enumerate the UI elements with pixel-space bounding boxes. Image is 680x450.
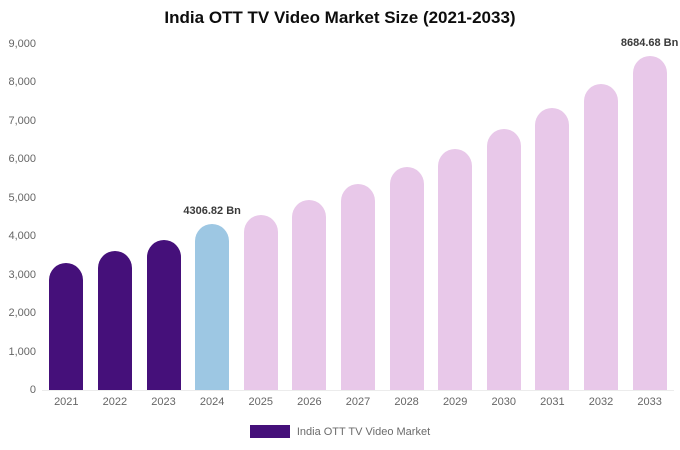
plot-area: 4306.82 Bn 8684.68 Bn	[42, 37, 678, 390]
bar-slot-2028	[382, 44, 431, 390]
value-label-2033: 8684.68 Bn	[620, 37, 679, 50]
x-axis-tick-2029: 2029	[442, 396, 468, 408]
legend: India OTT TV Video Market	[0, 425, 680, 438]
bar-2028	[389, 167, 424, 390]
x-axis-tick-2030: 2030	[491, 396, 517, 408]
bar-slot-2027	[334, 44, 383, 390]
y-axis-tick: 8,000	[8, 76, 36, 89]
bar-2033	[632, 56, 667, 390]
x-axis-line	[42, 390, 674, 391]
x-axis-tick-2031: 2031	[540, 396, 565, 408]
bar-slot-2026	[285, 44, 334, 390]
y-axis-tick: 1,000	[8, 345, 36, 358]
bar-slot-2024: 4306.82 Bn	[183, 44, 241, 390]
y-axis-tick: 5,000	[8, 191, 36, 204]
bar-2027	[340, 184, 375, 390]
bar-slot-2030	[479, 44, 528, 390]
x-axis-tick-2032: 2032	[588, 396, 614, 408]
x-axis-tick-2033: 2033	[637, 396, 662, 408]
bar-2026	[292, 199, 327, 390]
x-axis-tick-2023: 2023	[151, 396, 176, 408]
bar-slot-2033: 8684.68 Bn	[621, 37, 678, 390]
legend-swatch	[249, 425, 290, 438]
value-label-2024: 4306.82 Bn	[183, 205, 241, 218]
bar-slot-2021	[42, 44, 91, 390]
bar-2023	[146, 240, 181, 390]
y-axis-tick: 3,000	[8, 268, 36, 281]
bar-2025	[243, 214, 278, 390]
bar-2022	[97, 250, 132, 390]
y-axis-tick: 0	[29, 384, 36, 396]
bar-slot-2023	[139, 44, 188, 390]
bar-2032	[584, 83, 618, 390]
x-axis-tick-2028: 2028	[394, 396, 419, 408]
bar-2031	[535, 108, 570, 390]
bar-slot-2022	[91, 44, 140, 390]
x-axis-tick-2024: 2024	[199, 396, 225, 408]
x-axis-tick-2021: 2021	[54, 396, 79, 408]
bar-2021	[49, 263, 84, 390]
bar-slot-2032	[577, 44, 626, 390]
bar-group: 4306.82 Bn 8684.68 Bn	[42, 37, 678, 390]
y-axis-tick: 9,000	[8, 38, 36, 50]
x-axis-tick-2027: 2027	[345, 396, 371, 408]
y-axis-tick: 6,000	[8, 153, 36, 166]
legend-label: India OTT TV Video Market	[296, 425, 431, 438]
x-axis-tick-2026: 2026	[297, 396, 322, 408]
bar-slot-2029	[431, 44, 480, 390]
bar-2029	[438, 148, 473, 390]
bar-slot-2031	[528, 44, 577, 390]
y-axis-tick: 2,000	[8, 307, 36, 320]
x-axis-labels: 2021 2022 2023 2024 2025 2026 2027 2028 2029 2030…	[42, 396, 674, 408]
chart-title: India OTT TV Video Market Size (2021-203…	[164, 8, 516, 27]
y-axis-tick: 7,000	[8, 114, 36, 127]
bar-2030	[486, 129, 521, 390]
x-axis-tick-2025: 2025	[248, 396, 273, 408]
bar-2024	[195, 224, 230, 390]
y-axis-tick: 4,000	[8, 230, 36, 243]
bar-slot-2025	[236, 44, 285, 390]
x-axis-tick-2022: 2022	[102, 396, 128, 408]
